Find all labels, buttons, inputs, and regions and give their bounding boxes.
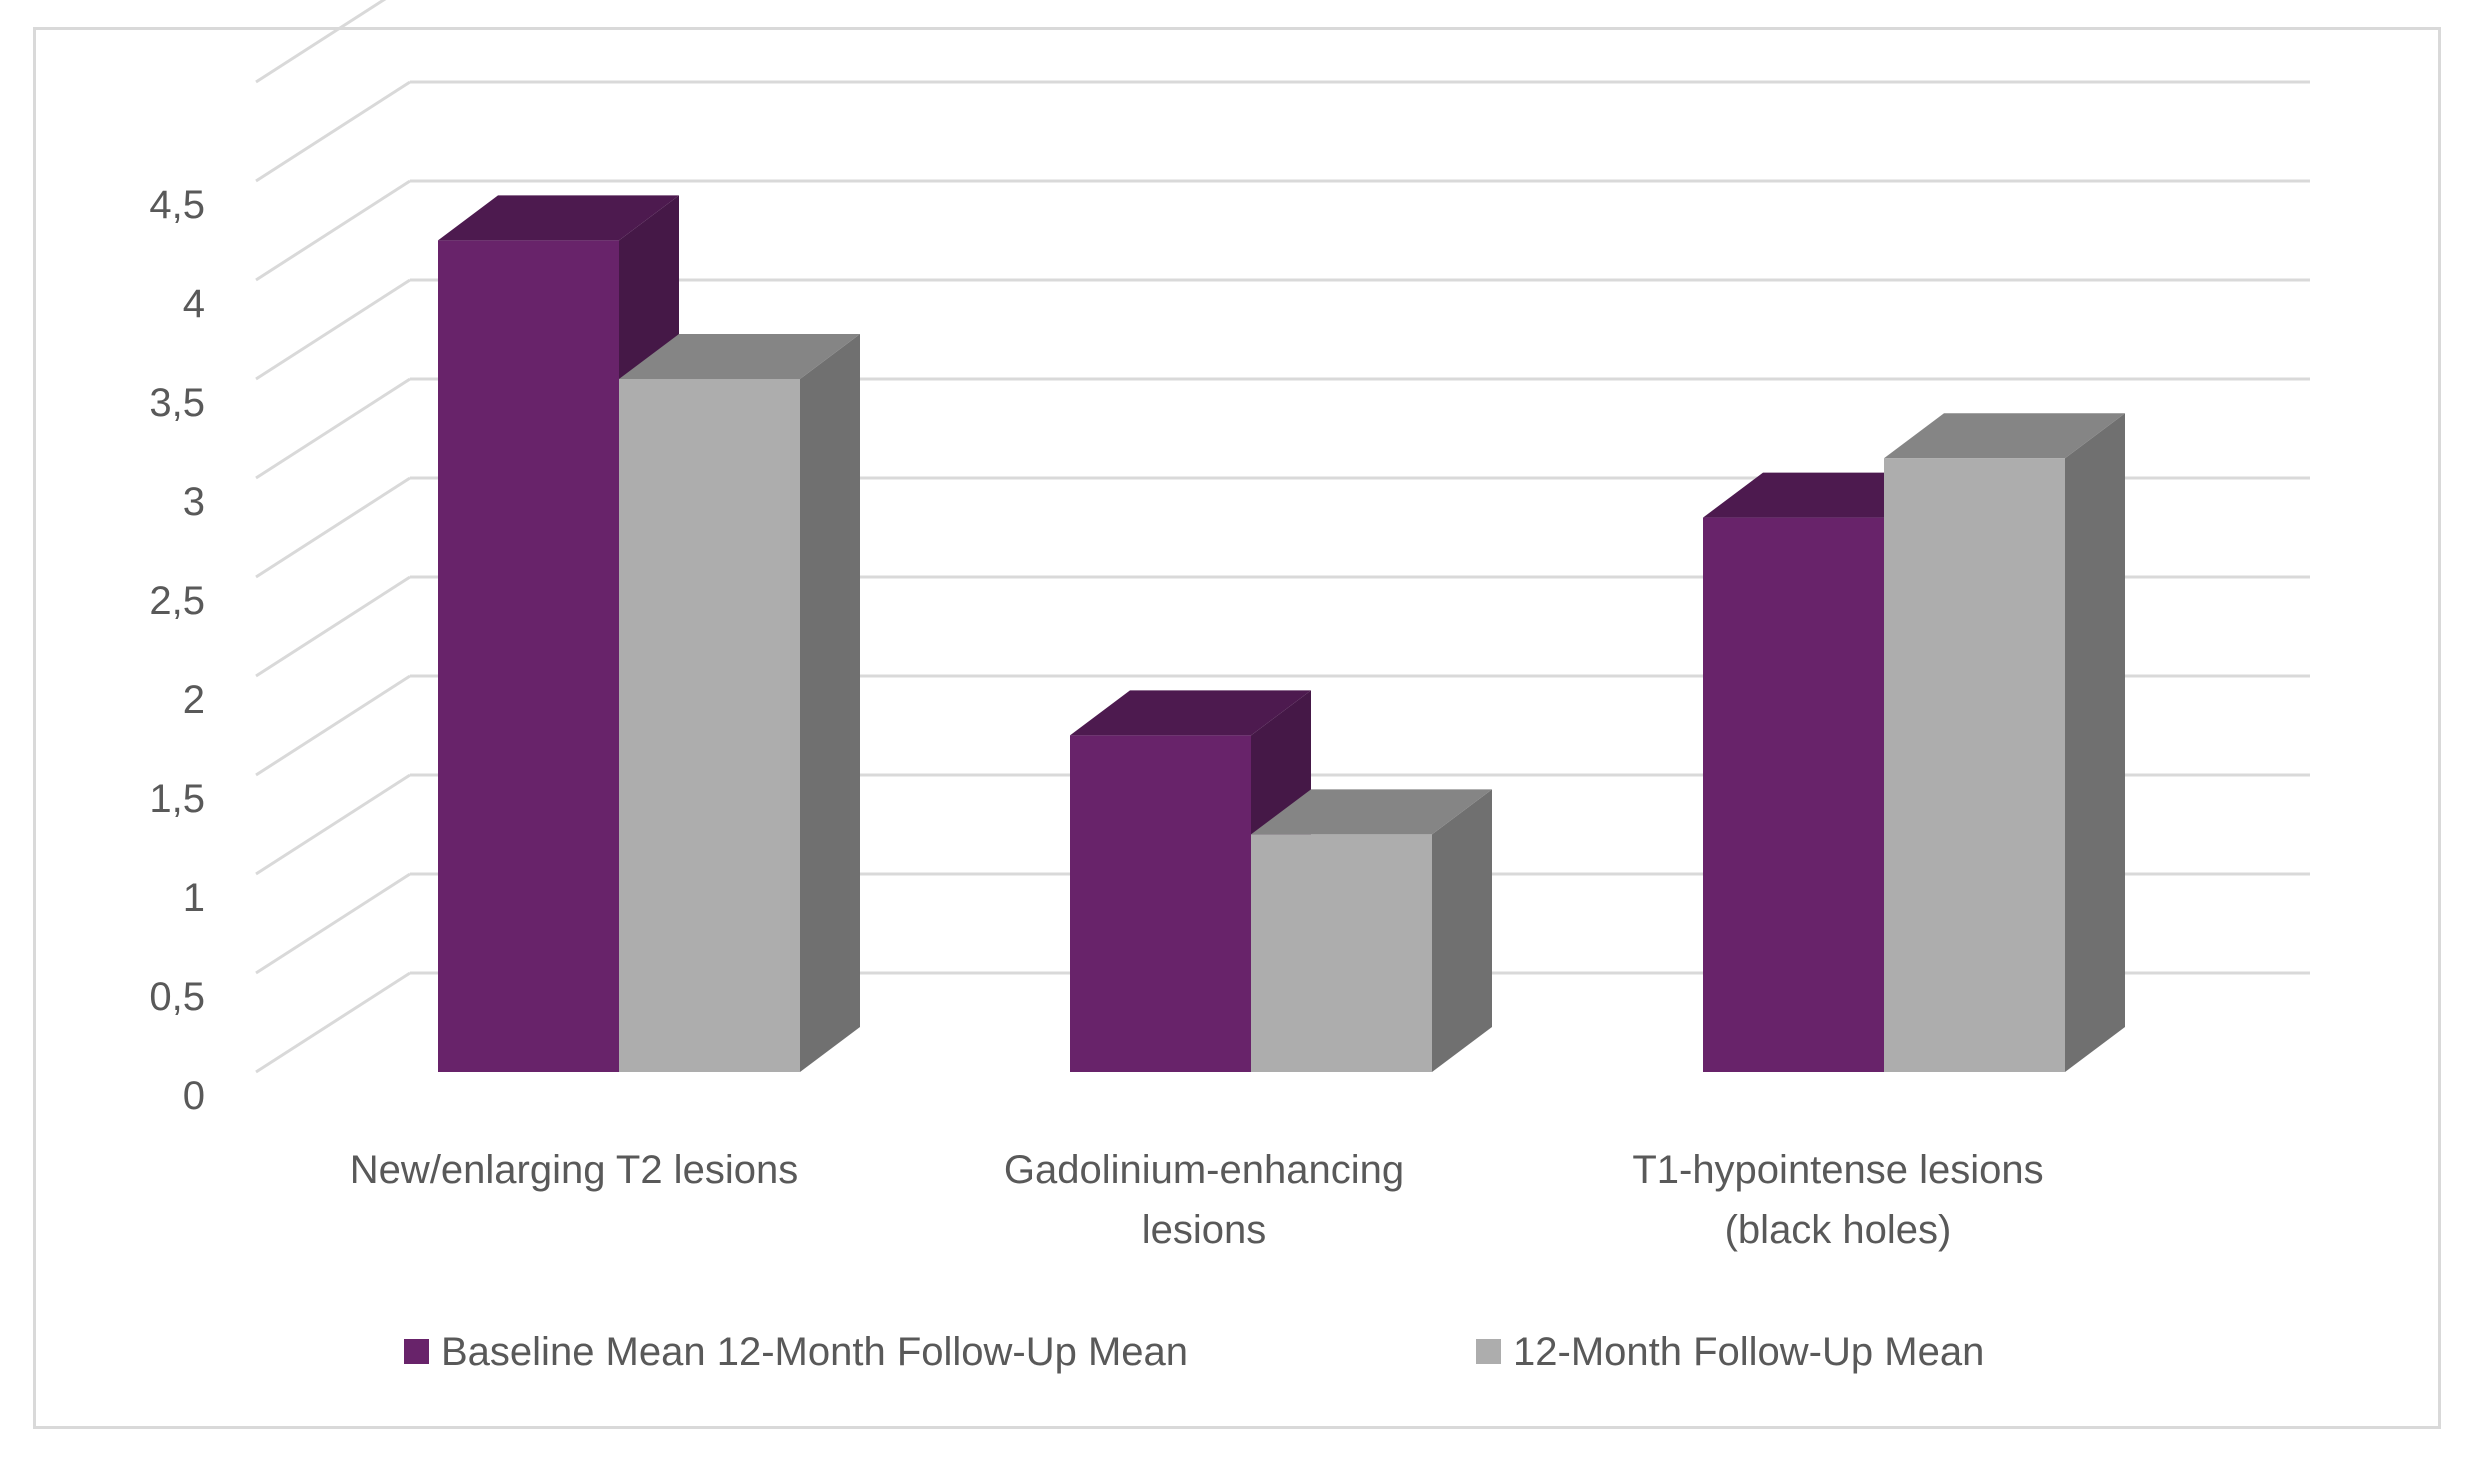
gridline-side bbox=[255, 476, 411, 579]
bars bbox=[438, 195, 2125, 1073]
category-label: New/enlarging T2 lesions bbox=[350, 1148, 798, 1192]
legend-label: Baseline Mean 12-Month Follow-Up Mean bbox=[441, 1330, 1188, 1374]
gridline-side bbox=[255, 80, 411, 183]
gridline-side bbox=[255, 179, 411, 282]
bar-top bbox=[438, 195, 679, 241]
legend: Baseline Mean 12-Month Follow-Up Mean 12-… bbox=[404, 1330, 1984, 1374]
bar-top bbox=[1251, 789, 1492, 835]
y-axis-ticks: 0 0,5 1 1,5 2 2,5 3 3,5 4 4,5 bbox=[149, 183, 205, 1118]
legend-swatch bbox=[404, 1339, 429, 1364]
bar-side bbox=[2065, 413, 2125, 1072]
y-tick-label: 4 bbox=[183, 282, 205, 326]
legend-swatch bbox=[1476, 1339, 1501, 1364]
bar-front bbox=[1703, 517, 1884, 1072]
gridline-side bbox=[255, 575, 411, 678]
bar bbox=[619, 334, 860, 1072]
bar bbox=[1884, 413, 2125, 1072]
gridline-side bbox=[255, 872, 411, 975]
y-tick-label: 1 bbox=[183, 876, 205, 920]
bar-top bbox=[619, 334, 860, 379]
gridline-side bbox=[255, 971, 411, 1074]
category-label: (black holes) bbox=[1725, 1208, 1952, 1252]
legend-item: 12-Month Follow-Up Mean bbox=[1476, 1330, 1984, 1374]
bar-top bbox=[1703, 472, 1944, 518]
bar-side bbox=[1432, 789, 1492, 1072]
y-tick-label: 0,5 bbox=[149, 975, 205, 1019]
category-labels: New/enlarging T2 lesions Gadolinium-enhan… bbox=[350, 1148, 2044, 1252]
bar-top bbox=[1070, 690, 1311, 736]
y-tick-label: 0 bbox=[183, 1074, 205, 1118]
bar-top bbox=[1884, 413, 2125, 459]
gridline-side bbox=[255, 773, 411, 876]
legend-item: Baseline Mean 12-Month Follow-Up Mean bbox=[404, 1330, 1188, 1374]
bar bbox=[1251, 789, 1492, 1072]
y-tick-label: 3,5 bbox=[149, 381, 205, 425]
category-label: Gadolinium-enhancing bbox=[1004, 1148, 1404, 1192]
bar-side bbox=[800, 334, 860, 1072]
gridline-side bbox=[255, 0, 387, 84]
bar-front bbox=[1251, 834, 1432, 1072]
bar-front bbox=[438, 240, 619, 1072]
gridline-side bbox=[255, 674, 411, 777]
y-tick-label: 4,5 bbox=[149, 183, 205, 227]
category-label: T1-hypointense lesions bbox=[1632, 1148, 2043, 1192]
y-tick-label: 1,5 bbox=[149, 777, 205, 821]
legend-label: 12-Month Follow-Up Mean bbox=[1513, 1330, 1984, 1374]
bar-front bbox=[1070, 735, 1251, 1072]
y-tick-label: 2,5 bbox=[149, 579, 205, 623]
bar bbox=[1070, 690, 1311, 1072]
bar-front bbox=[619, 379, 800, 1072]
y-tick-label: 3 bbox=[183, 480, 205, 524]
y-tick-label: 2 bbox=[183, 678, 205, 722]
gridline-side bbox=[255, 278, 411, 381]
category-label: lesions bbox=[1142, 1208, 1267, 1252]
bar-front bbox=[1884, 458, 2065, 1072]
gridline-side bbox=[255, 377, 411, 480]
